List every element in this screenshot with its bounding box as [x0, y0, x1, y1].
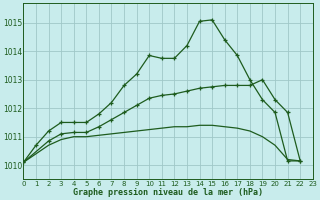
X-axis label: Graphe pression niveau de la mer (hPa): Graphe pression niveau de la mer (hPa)	[73, 188, 263, 197]
